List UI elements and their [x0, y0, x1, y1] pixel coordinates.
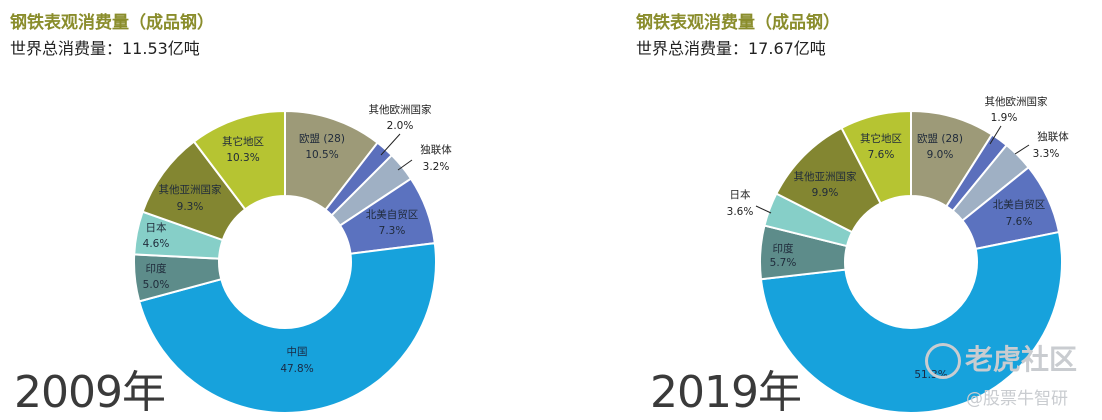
- chart1-pct-5: 5.0%: [143, 279, 170, 291]
- chart2-pct-1: 1.9%: [991, 112, 1018, 124]
- chart1-pct-8: 10.3%: [226, 152, 259, 164]
- chart1-pct-3: 7.3%: [379, 225, 406, 237]
- chart2-slice-4: [759, 230, 1063, 414]
- chart2-year-label: 2019年: [650, 367, 802, 418]
- chart2-pct-7: 9.9%: [812, 187, 839, 199]
- chart2-pct-5: 5.7%: [770, 257, 797, 269]
- chart1-title: 钢铁表观消费量（成品钢）: [10, 13, 214, 33]
- chart1-leader-2: [397, 159, 413, 171]
- chart2-leader-2: [1014, 144, 1030, 155]
- chart2-label-8: 其它地区: [860, 132, 902, 145]
- chart1-label-0: 欧盟 (28): [299, 133, 345, 145]
- chart2-label-1: 其他欧洲国家: [985, 95, 1048, 108]
- chart1-slice-8: [192, 109, 286, 211]
- chart1-label-3: 北美自贸区: [366, 208, 419, 221]
- chart2-slice-8: [840, 109, 912, 205]
- chart1-label-2: 独联体: [420, 143, 452, 156]
- chart2-leader-6: [755, 205, 772, 214]
- chart2-label-7: 其他亚洲国家: [794, 170, 857, 183]
- chart2-label-2: 独联体: [1037, 130, 1069, 143]
- chart1-pct-2: 3.2%: [423, 161, 450, 173]
- watermark-brand: 老虎社区: [925, 338, 1077, 379]
- chart2-leader-1: [989, 125, 1002, 145]
- chart2-label-3: 北美自贸区: [993, 198, 1046, 211]
- chart1-label-4: 中国: [287, 345, 308, 358]
- chart1-slice-4: [137, 241, 437, 414]
- chart2-pct-8: 7.6%: [868, 149, 895, 161]
- chart2-pct-6: 3.6%: [727, 206, 754, 218]
- chart1-pct-0: 10.5%: [305, 149, 338, 161]
- tiger-logo-icon: [925, 343, 961, 379]
- chart2-label-6: 日本: [730, 188, 751, 201]
- chart1-pct-4: 47.8%: [280, 363, 313, 375]
- chart1-label-6: 日本: [146, 221, 167, 234]
- chart2-label-0: 欧盟 (28): [917, 133, 963, 145]
- chart1-pct-6: 4.6%: [143, 238, 170, 250]
- chart1-pct-7: 9.3%: [177, 201, 204, 213]
- chart1-leader-1: [380, 133, 401, 156]
- chart1-label-7: 其他亚洲国家: [159, 183, 222, 196]
- chart2-title: 钢铁表观消费量（成品钢）: [636, 13, 840, 33]
- chart2-label-5: 印度: [773, 242, 794, 255]
- chart2-pct-2: 3.3%: [1033, 148, 1060, 160]
- chart1-pct-1: 2.0%: [387, 120, 414, 132]
- chart2-pct-0: 9.0%: [927, 149, 954, 161]
- chart2-pct-3: 7.6%: [1006, 216, 1033, 228]
- watermark-account: @股票牛智研: [966, 389, 1068, 409]
- chart2-subtitle: 世界总消费量：17.67亿吨: [636, 39, 826, 58]
- chart1-label-8: 其它地区: [222, 135, 264, 148]
- chart1-subtitle: 世界总消费量：11.53亿吨: [10, 39, 200, 58]
- chart1-label-1: 其他欧洲国家: [369, 103, 432, 116]
- chart1-label-5: 印度: [146, 262, 167, 275]
- chart1-year-label: 2009年: [14, 367, 166, 418]
